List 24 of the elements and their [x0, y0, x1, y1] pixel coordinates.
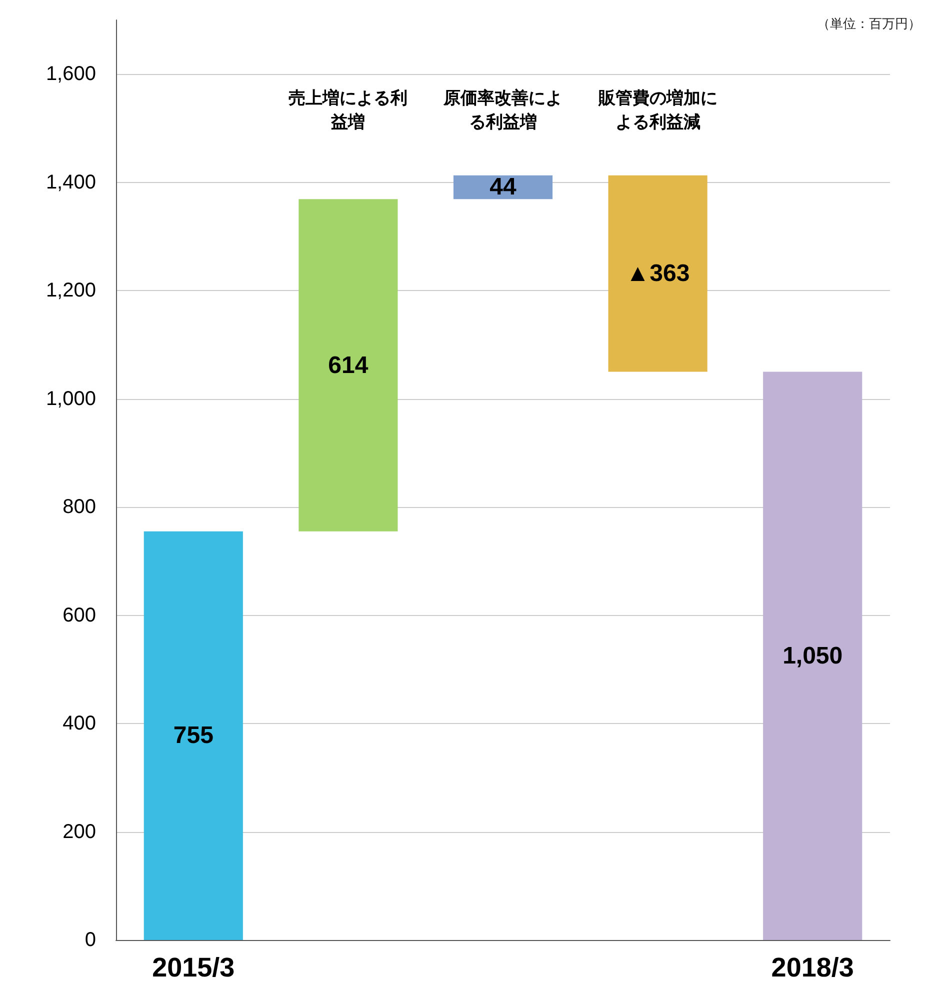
y-tick-label: 1,600	[46, 63, 96, 86]
x-tick-label: 売上増による利益増	[288, 88, 408, 132]
y-tick-label: 1,200	[46, 280, 96, 302]
y-tick-label: 1,000	[46, 388, 96, 410]
x-tick-label: 2018/3	[771, 952, 854, 982]
bar	[763, 372, 862, 940]
data-label: 1,050	[782, 642, 843, 670]
y-tick-label: 0	[84, 929, 96, 951]
x-tick-label: 販管費の増加による利益減	[597, 88, 718, 132]
y-tick-label: 600	[62, 604, 96, 626]
data-label: 44	[490, 174, 517, 201]
y-tick-label: 800	[62, 496, 96, 518]
bar	[298, 199, 398, 532]
data-label: 614	[328, 352, 369, 379]
y-tick-label: 1,400	[46, 171, 96, 194]
data-label: ▲363	[626, 260, 690, 288]
y-tick-label: 400	[62, 712, 96, 735]
bar	[144, 531, 243, 940]
annotation: （単位：百万円）	[817, 16, 921, 31]
x-tick-label: 原価率改善による利益増	[442, 88, 562, 132]
x-tick-label: 2015/3	[152, 952, 235, 982]
y-tick-label: 200	[62, 820, 96, 843]
bar	[608, 175, 708, 372]
data-label: 755	[173, 722, 214, 750]
